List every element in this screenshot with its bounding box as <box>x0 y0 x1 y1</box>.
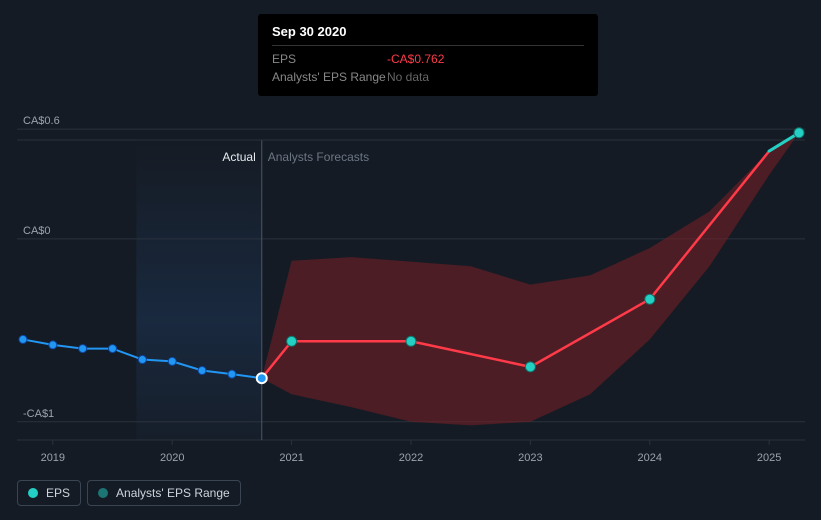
tooltip-row-value: No data <box>387 70 429 84</box>
y-axis-label: CA$0 <box>23 225 51 237</box>
tooltip-row-label: EPS <box>272 52 387 66</box>
legend-label: EPS <box>46 486 70 500</box>
tooltip-row: EPS-CA$0.762 <box>272 50 584 68</box>
chart-canvas <box>17 120 805 460</box>
x-axis-label: 2020 <box>160 452 184 464</box>
legend-item[interactable]: EPS <box>17 480 81 506</box>
legend-label: Analysts' EPS Range <box>116 486 230 500</box>
legend: EPS Analysts' EPS Range <box>17 480 241 506</box>
chart-tooltip: Sep 30 2020 EPS-CA$0.762Analysts' EPS Ra… <box>258 14 598 96</box>
x-axis-label: 2024 <box>638 452 662 464</box>
legend-swatch <box>98 488 108 498</box>
tooltip-row: Analysts' EPS RangeNo data <box>272 68 584 86</box>
tooltip-date: Sep 30 2020 <box>272 24 584 46</box>
legend-item[interactable]: Analysts' EPS Range <box>87 480 241 506</box>
x-axis-label: 2025 <box>757 452 781 464</box>
tooltip-row-value: -CA$0.762 <box>387 52 444 66</box>
legend-swatch <box>28 488 38 498</box>
y-axis-label: CA$0.6 <box>23 115 60 127</box>
x-axis-label: 2021 <box>279 452 303 464</box>
x-axis-label: 2023 <box>518 452 542 464</box>
eps-chart[interactable]: CA$0.6CA$0-CA$1 201920202021202220232024… <box>17 120 805 460</box>
tooltip-row-label: Analysts' EPS Range <box>272 70 387 84</box>
actual-label: Actual <box>222 150 255 164</box>
x-axis-label: 2019 <box>41 452 65 464</box>
x-axis-label: 2022 <box>399 452 423 464</box>
y-axis-label: -CA$1 <box>23 408 54 420</box>
forecast-label: Analysts Forecasts <box>268 150 369 164</box>
